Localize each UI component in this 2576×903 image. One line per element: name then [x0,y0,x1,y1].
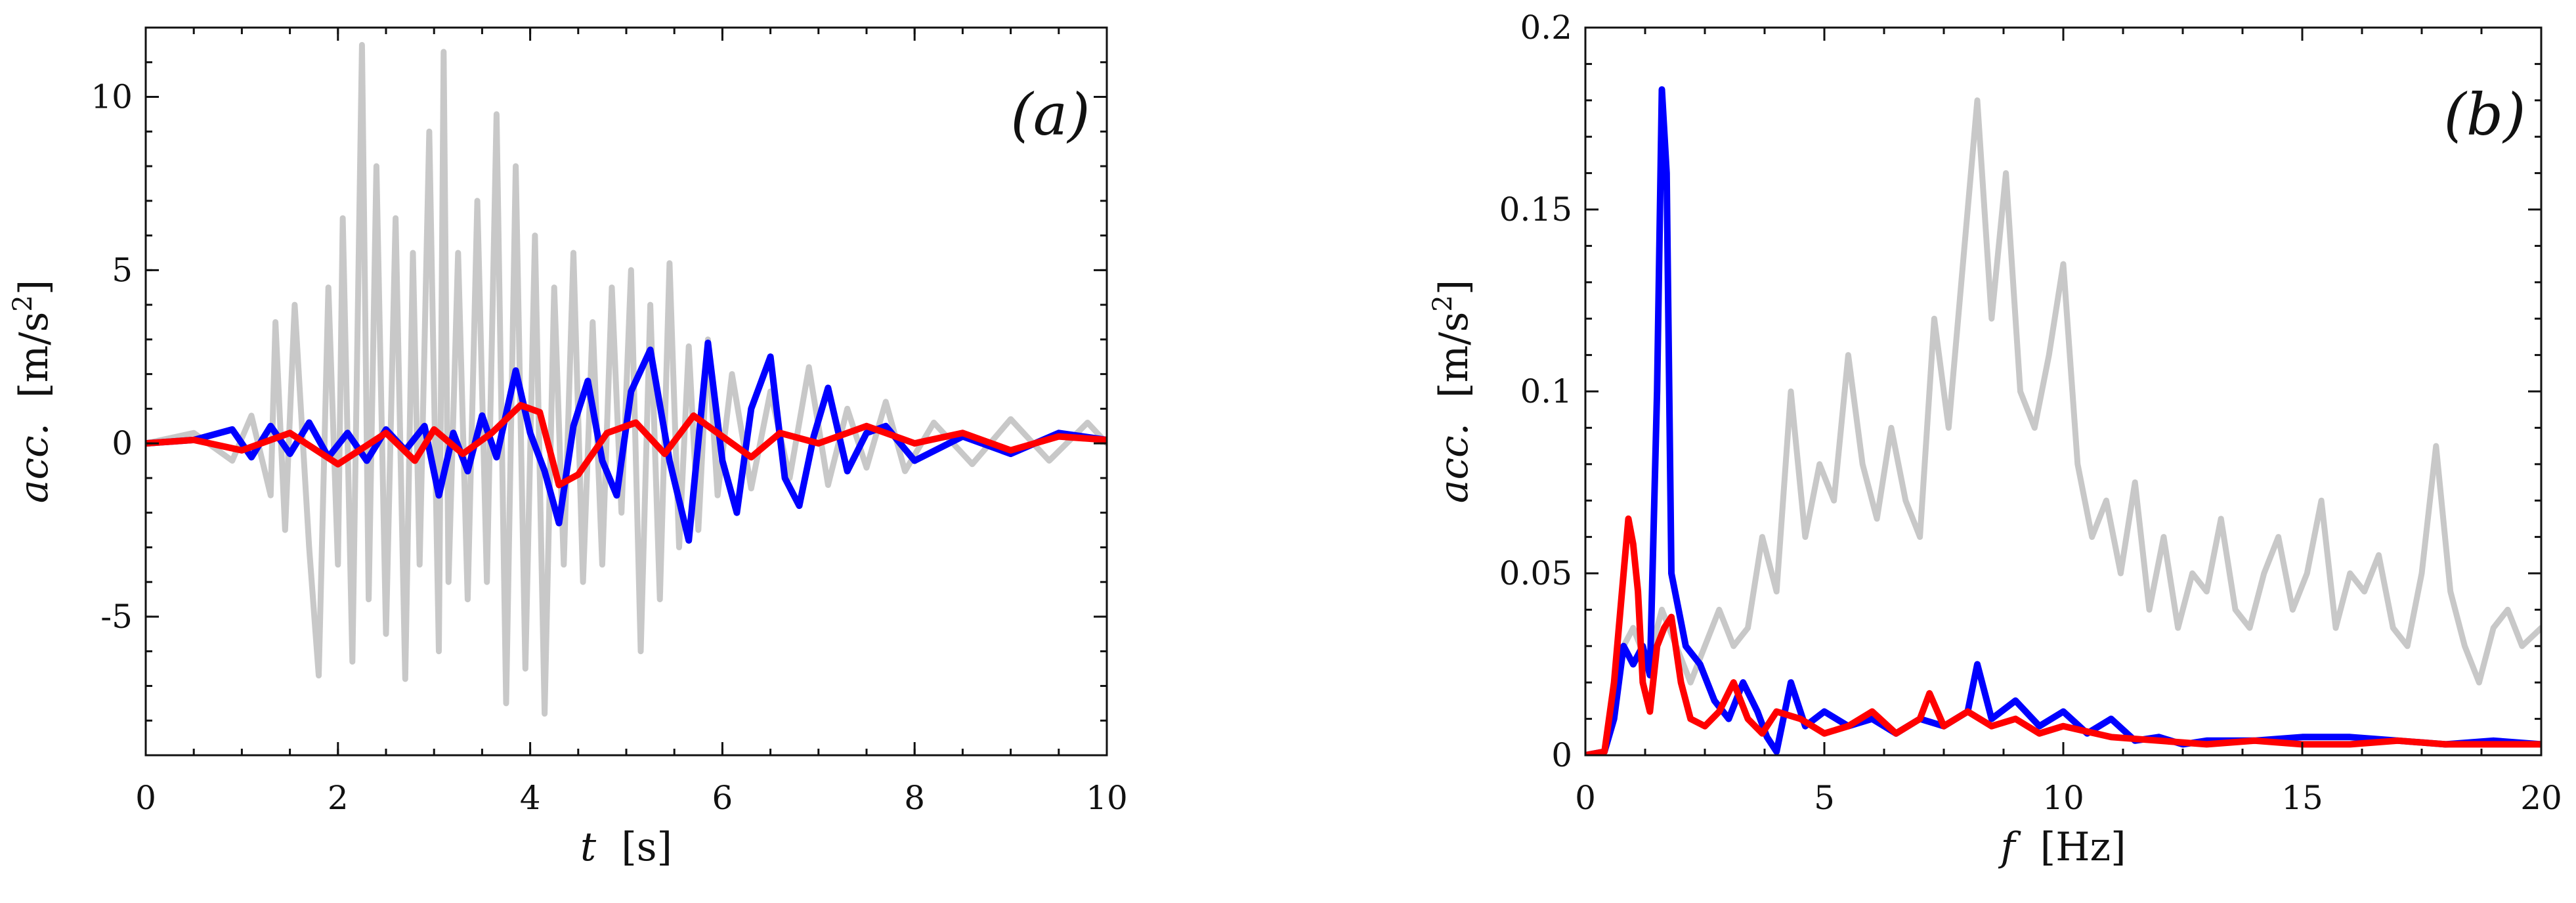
panel-1-ylabel: acc. [m/s2] [1428,280,1477,503]
panel-0-xtick-label: 8 [904,779,925,817]
panel-1-xtick-label: 10 [2042,779,2084,817]
panel-1-xtick-label: 0 [1575,779,1596,817]
panel-0-ytick-label: 0 [112,424,133,462]
panel-0-xtick-label: 2 [328,779,349,817]
panel-1-ytick-label: 0.15 [1499,190,1572,229]
panel-1-series-gray [1585,97,2541,755]
panel-0-xtick-label: 4 [520,779,541,817]
panel-0-xlabel: t [s] [580,824,672,870]
panel-1-xtick-label: 20 [2520,779,2562,817]
panel-1-xtick-label: 5 [1814,779,1835,817]
panel-0-ytick-label: -5 [100,598,133,636]
panel-1-ytick-label: 0.2 [1520,9,1572,47]
panel-1-xlabel: f [Hz] [1998,824,2126,870]
panel-0-ytick-label: 10 [91,78,133,116]
panel-0-label: (a) [1010,81,1090,148]
panel-1-series-red [1585,515,2541,755]
panel-0-series-red [146,402,1107,489]
panel-1-ytick-label: 0 [1551,736,1572,774]
panel-b: 0 5 10 15 20 0 0.05 0.1 0.15 0.2 (b) f [Hz] acc. [m/… [1428,9,2562,870]
panel-0-ylabel: acc. [m/s2] [8,280,57,503]
panel-a: 0 2 4 6 8 10 -5 0 5 10 (a) t [s] acc. [m/s2] [8,26,1128,870]
panel-0-xtick-label: 0 [135,779,156,817]
panel-1-ytick-label: 0.1 [1520,372,1572,410]
panel-1-ytick-label: 0.05 [1499,554,1572,592]
panel-1-xtick-label: 15 [2281,779,2323,817]
panel-0-xtick-label: 6 [712,779,733,817]
panel-1-label: (b) [2444,81,2526,148]
panel-0-xtick-label: 10 [1086,779,1128,817]
panel-0-series-blue [146,340,1107,544]
panel-0-series-gray [146,41,1107,717]
panel-0-ytick-label: 5 [112,251,133,289]
